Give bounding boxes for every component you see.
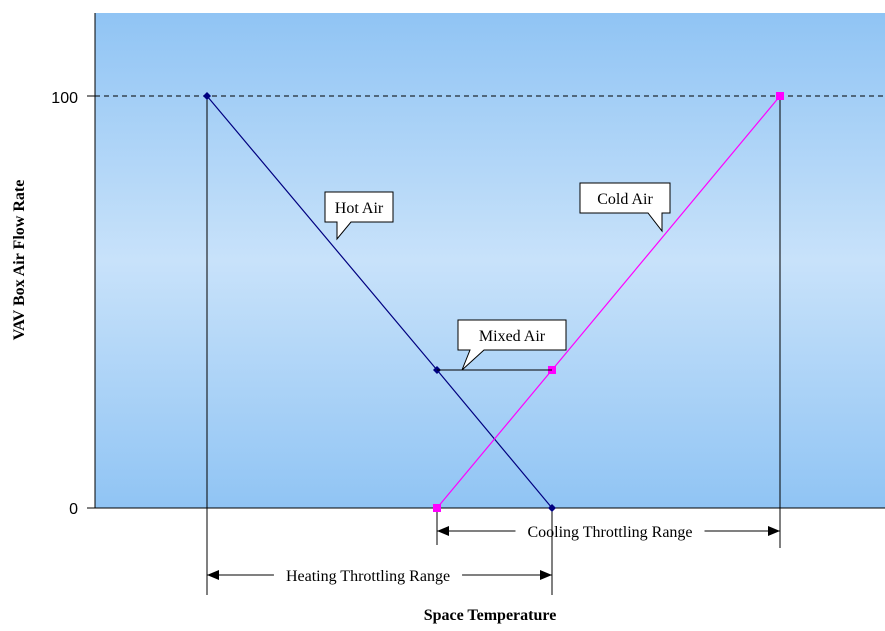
annotation-callout: Hot Air [324,191,394,241]
annotation-callout: Cold Air [579,182,671,233]
guide-layer [206,96,781,595]
y-tick-label: 0 [69,501,78,518]
callout-box [324,191,394,241]
x-axis-title: Space Temperature [424,607,557,624]
arrowhead-left [437,526,449,536]
axis-layer [87,13,885,509]
range-label: Heating Throttling Range [286,568,450,585]
callout-label: Cold Air [597,191,653,208]
callout-label: Mixed Air [479,328,546,345]
arrowhead-left [207,570,219,580]
throttling-range: Cooling Throttling Range [437,524,780,541]
y-axis-title: VAV Box Air Flow Rate [11,180,28,341]
range-label: Cooling Throttling Range [527,524,692,541]
data-point [548,504,556,512]
arrowhead-right [768,526,780,536]
data-point [776,92,784,100]
annotation-callout: Mixed Air [457,319,567,371]
range-layer: Cooling Throttling Range Heating Throttli… [207,524,780,585]
callout-layer: Hot Air Cold Air Mixed Air [324,182,671,371]
data-point [433,504,441,512]
arrowhead-right [540,570,552,580]
callout-label: Hot Air [335,200,384,217]
data-point [203,92,211,100]
y-tick-label: 100 [51,90,78,107]
callout-box [579,182,671,233]
callout-box [457,319,567,371]
throttling-range: Heating Throttling Range [207,568,552,585]
